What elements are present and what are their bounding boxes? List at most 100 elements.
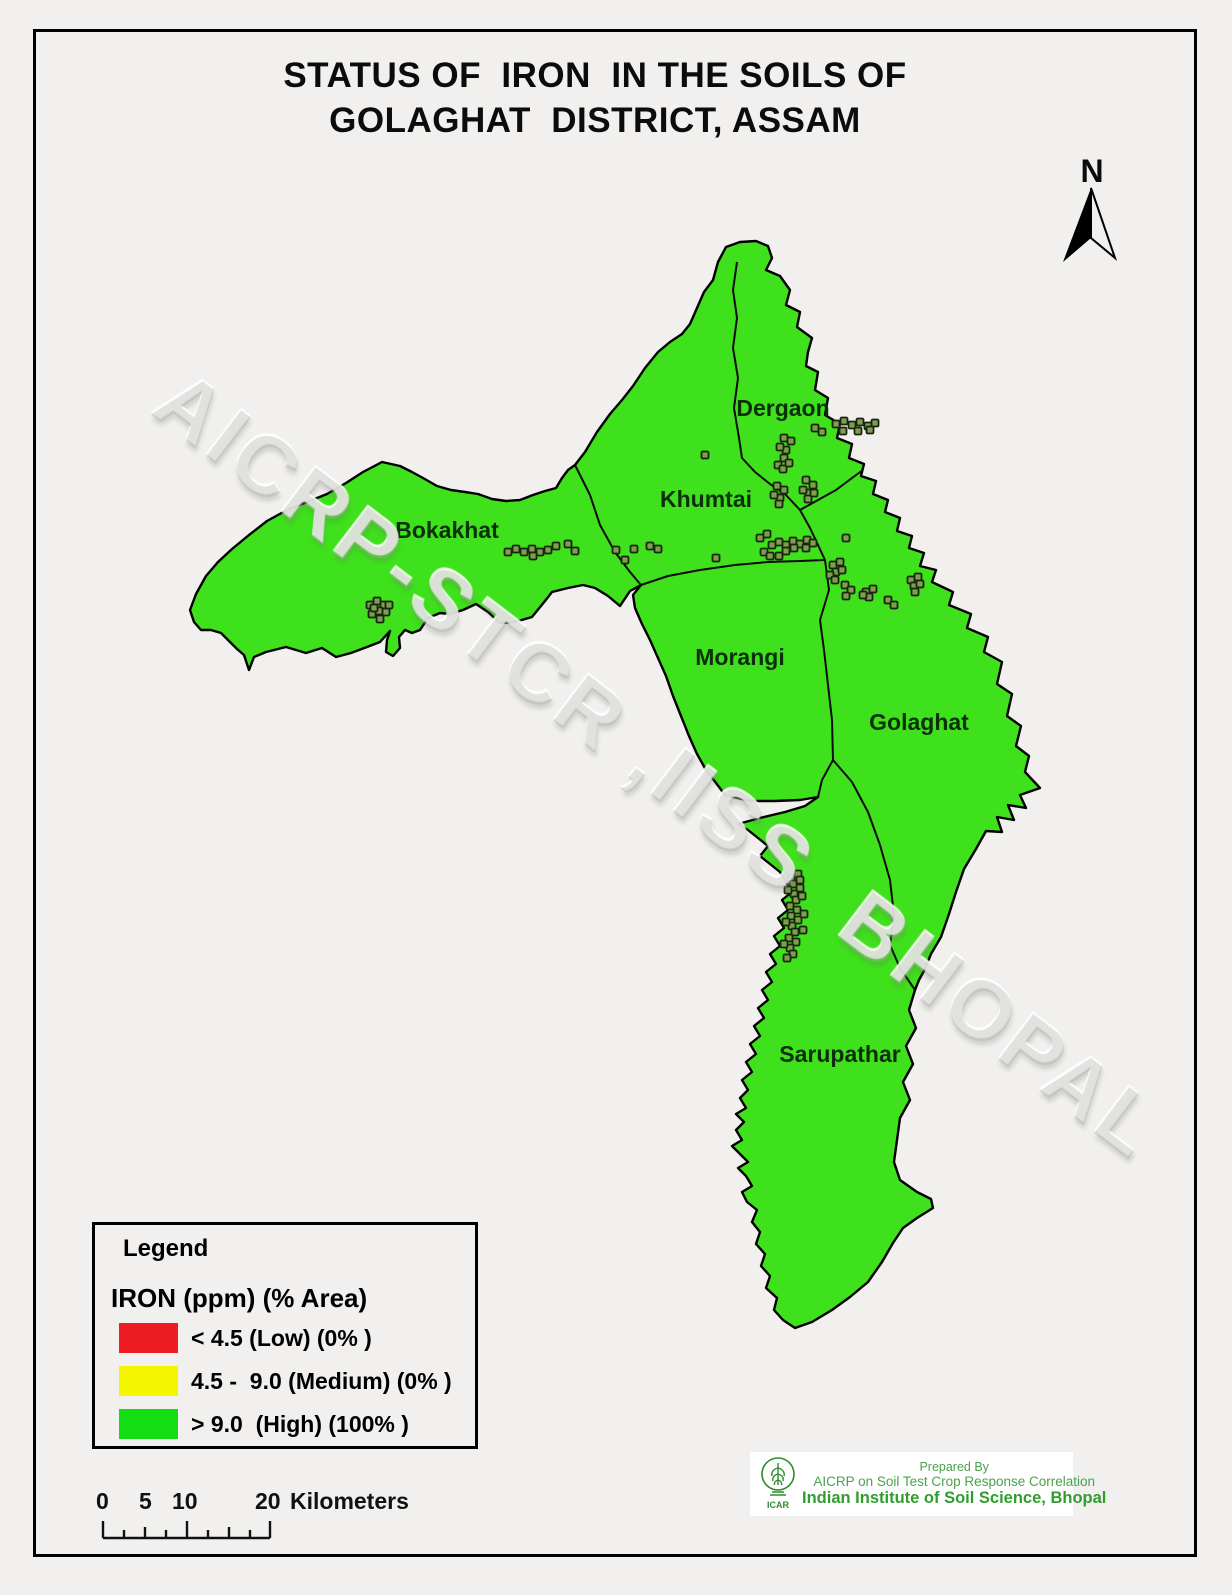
- region-label-bokakhat: Bokakhat: [395, 517, 499, 543]
- sample-point: [788, 536, 798, 546]
- region-label-dergaon: Dergaon: [736, 395, 829, 421]
- boundary-dergaon-golaghat: [799, 469, 864, 511]
- sample-point: [810, 423, 820, 433]
- legend-swatch-high: [119, 1409, 178, 1439]
- sample-point: [645, 541, 655, 551]
- sample-point: [798, 925, 808, 935]
- sample-point: [551, 541, 561, 551]
- page-border-frame: [33, 29, 1197, 1557]
- scale-bar-ruler: [101, 1521, 272, 1540]
- sample-point: [801, 543, 811, 553]
- sample-point: [511, 544, 521, 554]
- legend-swatch-medium-color: [119, 1366, 178, 1396]
- credits-organization: AICRP on Soil Test Crop Response Correla…: [813, 1473, 1096, 1489]
- scale-label-20: 20: [255, 1488, 281, 1514]
- scale-label-5: 5: [139, 1488, 152, 1514]
- sample-point: [519, 547, 529, 557]
- boundary-morangi-sarupathar: [817, 759, 834, 798]
- icar-logo-script-mark: [770, 1491, 786, 1496]
- legend: Legend IRON (ppm) (% Area) < 4.5 (Low) (…: [92, 1222, 478, 1449]
- legend-item-low: < 4.5 (Low) (0% ): [119, 1323, 372, 1353]
- icar-logo-wheat: [771, 1463, 785, 1486]
- sample-point: [784, 458, 794, 468]
- sample-point: [774, 537, 784, 547]
- region-label-khumtai: Khumtai: [660, 486, 752, 512]
- sample-point: [762, 529, 772, 539]
- sample-point: [797, 891, 807, 901]
- credits-prepared-by: Prepared By: [919, 1459, 989, 1474]
- sample-point: [841, 533, 851, 543]
- legend-swatch-medium: [119, 1366, 178, 1396]
- sample-point: [830, 575, 840, 585]
- north-arrow-label: N: [1080, 153, 1103, 189]
- region-label-morangi: Morangi: [695, 644, 784, 670]
- sample-point: [799, 909, 809, 919]
- sample-point: [817, 427, 827, 437]
- sample-point: [838, 426, 848, 436]
- sample-point: [868, 584, 878, 594]
- sample-point: [793, 915, 803, 925]
- icar-logo-label: ICAR: [767, 1500, 789, 1510]
- sample-point: [798, 485, 808, 495]
- sample-point: [767, 540, 777, 550]
- legend-swatch-high-color: [119, 1409, 178, 1439]
- sample-point: [782, 953, 792, 963]
- sample-point: [381, 607, 391, 617]
- sample-point: [779, 939, 789, 949]
- sample-point: [795, 875, 805, 885]
- sample-point: [870, 418, 880, 428]
- sample-point: [781, 917, 791, 927]
- scale-label-10: 10: [172, 1488, 198, 1514]
- sample-point: [786, 436, 796, 446]
- sample-point: [570, 546, 580, 556]
- sample-point: [535, 547, 545, 557]
- sample-point: [855, 417, 865, 427]
- sample-point: [789, 543, 799, 553]
- boundary-khumtai-morangi: [640, 559, 826, 586]
- sample-point: [783, 885, 793, 895]
- sample-point: [711, 553, 721, 563]
- sample-point: [765, 551, 775, 561]
- region-label-sarupathar: Sarupathar: [779, 1041, 900, 1067]
- sample-point: [841, 591, 851, 601]
- sample-point: [779, 433, 789, 443]
- sample-point: [803, 494, 813, 504]
- sample-point: [369, 603, 379, 613]
- district-polygon: [188, 239, 1042, 1330]
- sample-point: [785, 901, 795, 911]
- sample-point: [774, 499, 784, 509]
- credits-text: Prepared By AICRP on Soil Test Crop Resp…: [802, 1460, 1106, 1509]
- sample-point: [837, 565, 847, 575]
- legend-label-low: < 4.5 (Low) (0% ): [191, 1324, 372, 1351]
- sample-point: [700, 450, 710, 460]
- sample-point: [910, 587, 920, 597]
- sample-point: [772, 481, 782, 491]
- sample-point: [563, 539, 573, 549]
- sample-point: [839, 416, 849, 426]
- sample-points-layer: [365, 416, 925, 963]
- sample-point: [831, 419, 841, 429]
- sample-point: [889, 600, 899, 610]
- boundary-golaghat-sarupathar: [832, 759, 916, 991]
- sample-point: [620, 555, 630, 565]
- boundary-bokakhat-khumtai: [574, 464, 642, 586]
- sample-point: [795, 883, 805, 893]
- legend-label-medium: 4.5 - 9.0 (Medium) (0% ): [191, 1367, 452, 1394]
- sample-point: [755, 533, 765, 543]
- sample-point: [527, 544, 537, 554]
- sample-point: [808, 538, 818, 548]
- legend-item-medium: 4.5 - 9.0 (Medium) (0% ): [119, 1366, 452, 1396]
- sample-point: [808, 480, 818, 490]
- icar-logo: ICAR: [754, 1454, 802, 1514]
- sample-point: [769, 490, 779, 500]
- sample-point: [915, 579, 925, 589]
- legend-swatch-low-color: [119, 1323, 178, 1353]
- sample-point: [375, 614, 385, 624]
- sample-point: [853, 426, 863, 436]
- legend-subtitle: IRON (ppm) (% Area): [111, 1283, 368, 1313]
- sample-point: [778, 464, 788, 474]
- sample-point: [835, 557, 845, 567]
- sample-point: [611, 545, 621, 555]
- scale-label-0: 0: [96, 1488, 109, 1514]
- north-arrow-right-wing: [1090, 187, 1118, 262]
